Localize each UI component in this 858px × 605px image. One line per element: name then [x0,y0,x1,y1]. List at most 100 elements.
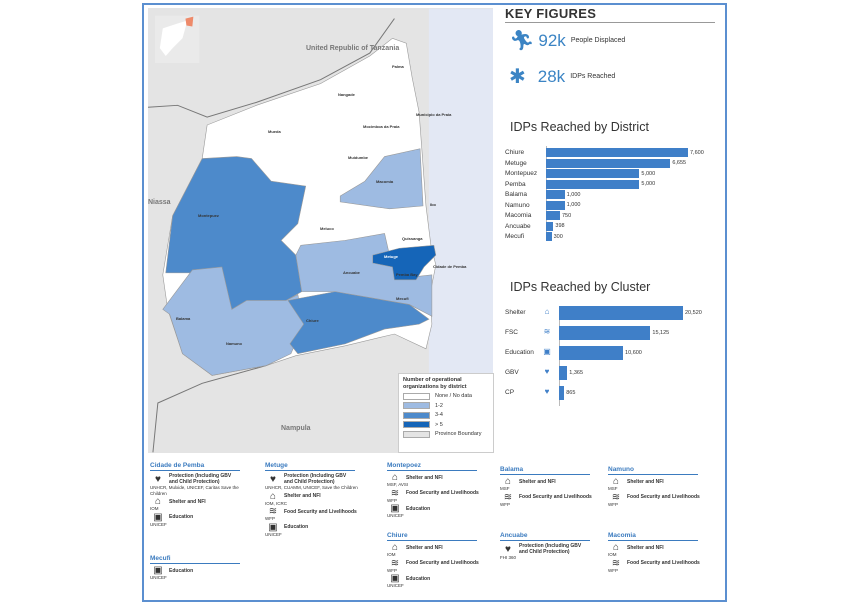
cluster-item: ≋ Food Security and Livelihoods [608,557,700,569]
organizations: UNICEF [150,521,167,527]
organizations: UNICEF [387,513,404,518]
district-block: Chiure ⌂ Shelter and NFI IOM ≋ Food Security … [387,532,479,590]
running-person-icon: 🏃︎ [509,30,535,52]
legend-label: None / No data [435,393,472,399]
district-name: Ancuabe [500,532,590,541]
district-name: Metuge [265,462,355,471]
cluster-name: Education [406,505,431,512]
bar-value: 10,600 [625,349,642,356]
bar [546,190,565,199]
cluster-item: ≋ Food Security and Livelihoods [387,558,479,568]
bar-row: Balama 1,000 [505,190,580,199]
cluster-item: ≋ Food Security and Livelihoods [387,487,479,499]
organizations: WFP [608,567,618,573]
label-chiure: Chiure [306,318,319,323]
cluster-item: ⌂ Shelter and NFI [265,491,358,501]
child-protection-icon: ♥ [544,387,550,396]
cluster-name: Shelter and NFI [406,474,443,481]
shelter-icon: ⌂ [391,542,399,553]
district-name: Balama [500,466,590,475]
district-block: Cidade de Pemba ♥ Protection (Including GB… [150,462,255,528]
bar-label: CP [505,389,515,396]
district-block: Balama ⌂ Shelter and NFI MSF ≋ Food Security … [500,466,592,508]
district-name: Cidade de Pemba [150,462,240,471]
inset-highlight [185,16,194,27]
food-icon: ≋ [390,487,400,499]
label-cidade-de-pemba: Cidade de Pemba [433,264,467,269]
district-block: Namuno ⌂ Shelter and NFI MSF ≋ Food Security … [608,466,700,508]
cluster-item: ⌂ Shelter and NFI [500,477,592,487]
organizations: UNICEF [150,575,167,580]
district-block: Ancuabe ♥ Protection (Including GBV and Ch… [500,532,591,562]
bar-value: 398 [555,223,565,229]
bar-row: Chiure 7,600 [505,148,704,157]
bar-row: Metuge 6,655 [505,158,686,168]
education-icon: ▣ [543,347,551,356]
bar-row: Shelter 20,520 [505,305,702,320]
key-figure-reached: ✱ 28k IDPs Reached [509,64,615,89]
food-icon: ≋ [503,491,513,503]
shelter-icon: ⌂ [612,476,620,487]
district-name: Chiure [387,532,477,541]
district-name: Macomia [608,532,698,541]
cluster-item: ▣ Education [150,511,255,523]
cluster-name: Food Security and Livelihoods [284,508,357,515]
legend-label: Province Boundary [435,431,482,437]
bar-value: 1,000 [566,191,581,198]
bar [546,148,688,157]
organizations: UNHCR, CUAMM, UNICEF, Save the Children [265,485,358,490]
legend-item: Province Boundary [403,430,489,438]
label-ibo: Ibo [430,202,436,207]
person-icon: ✱ [509,66,526,88]
organizations: WFP [387,497,397,503]
education-icon: ▣ [390,503,400,514]
cluster-name: Protection (Including GBV and Child Prot… [169,473,232,485]
cluster-item: ⌂ Shelter and NFI [387,542,479,553]
legend-swatch [403,392,430,400]
food-icon: ≋ [611,491,621,503]
legend-label: 1-2 [435,402,443,409]
bar-row: Namuno 1,000 [505,200,580,210]
cluster-name: Shelter and NFI [169,498,206,505]
label-montepuez: Montepuez [198,213,219,218]
bar-row: FSC 15,125 [505,325,669,340]
label-metuge: Metuge [384,254,398,259]
food-icon: ≋ [611,557,621,569]
bar-label: Macomia [505,212,532,219]
label-mueda: Mueda [268,129,281,134]
cluster-item: ♥ Protection (Including GBV and Child Pro… [150,473,255,485]
label-niassa: Niassa [148,199,171,206]
label-nangade: Nangade [338,92,355,97]
reached-label: IDPs Reached [570,73,616,80]
organizations: IOM [150,506,159,511]
district-block: Montepoez ⌂ Shelter and NFI MSF, AVSI ≋ Food … [387,462,479,520]
legend-label: > 5 [435,421,443,428]
cluster-name: Protection (Including GBV and Child Prot… [519,543,582,555]
organizations: IOM [608,552,617,557]
bar-row: Mecufi 300 [505,232,563,241]
bar-label: Chiure [505,149,525,156]
district-name: Namuno [608,466,698,475]
shelter-icon: ⌂ [544,307,550,316]
cluster-item: ≋ Food Security and Livelihoods [608,491,700,503]
bar-label: Shelter [505,309,526,316]
label-quissanga: Quissanga [402,236,423,241]
bar-value: 5,000 [641,181,656,187]
protection-icon: ♥ [544,367,550,376]
organizations: UNICEF [387,583,404,588]
displaced-label: People Displaced [570,37,626,44]
label-meluco: Meluco [320,226,334,231]
food-icon: ≋ [268,506,278,517]
bar-label: Balama [505,191,528,198]
bar-label: Education [505,349,534,356]
cluster-item: ♥ Protection (Including GBV and Child Pro… [265,473,358,485]
district-metuge [372,244,437,281]
bar [559,385,565,400]
legend-item: > 5 [403,421,489,429]
legend-item: 3-4 [403,411,489,419]
education-icon: ▣ [153,511,163,523]
cluster-item: ♥ Protection (Including GBV and Child Pro… [500,543,591,555]
bar [559,325,651,340]
cluster-name: Food Security and Livelihoods [406,490,479,496]
bar [546,158,671,168]
